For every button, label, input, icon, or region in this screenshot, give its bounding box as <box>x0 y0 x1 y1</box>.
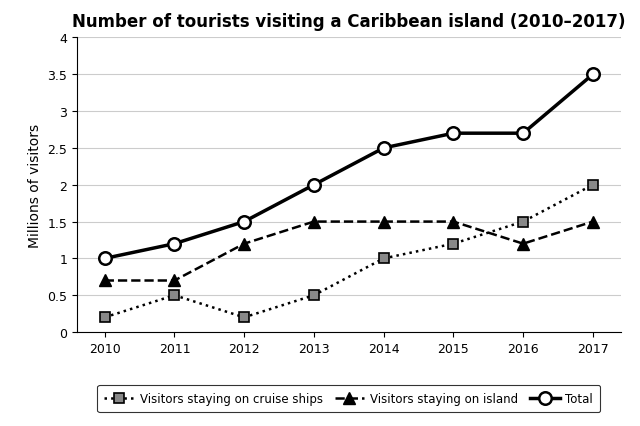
Title: Number of tourists visiting a Caribbean island (2010–2017): Number of tourists visiting a Caribbean … <box>72 13 625 31</box>
Legend: Visitors staying on cruise ships, Visitors staying on island, Total: Visitors staying on cruise ships, Visito… <box>97 385 600 412</box>
Y-axis label: Millions of visitors: Millions of visitors <box>28 124 42 247</box>
